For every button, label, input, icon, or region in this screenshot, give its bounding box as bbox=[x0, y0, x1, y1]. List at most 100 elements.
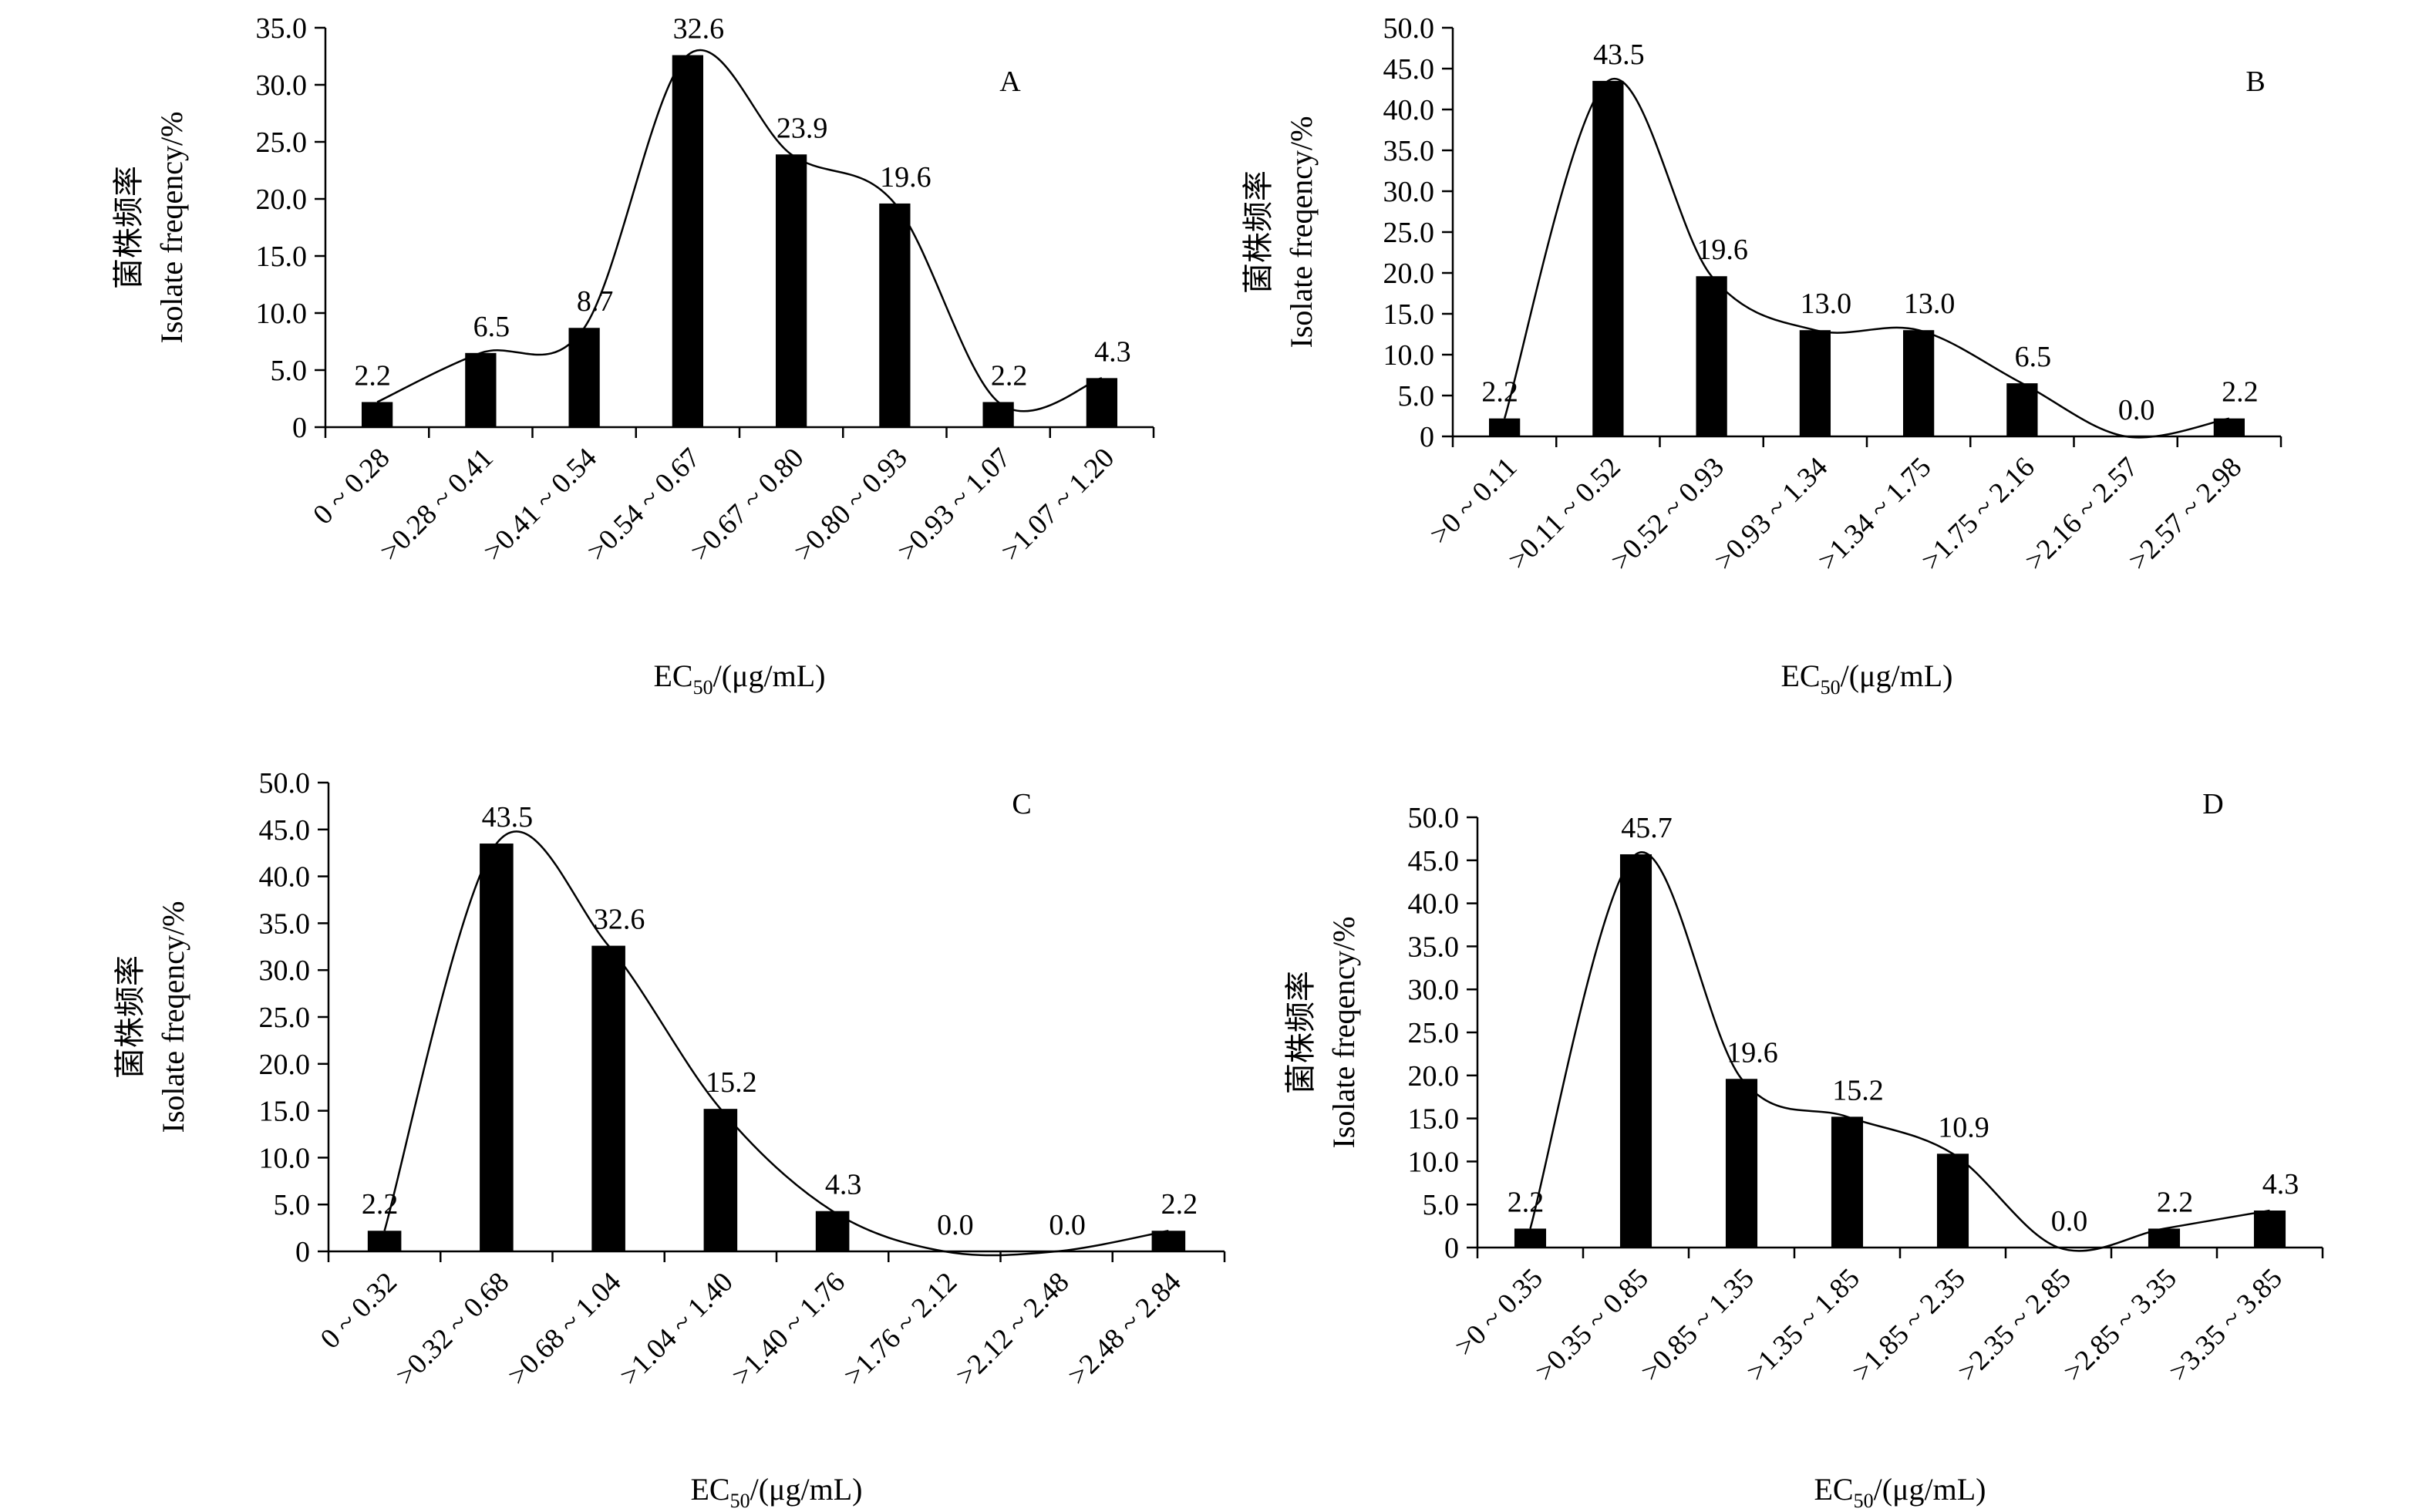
y-tick-label: 10.0 bbox=[259, 1142, 311, 1174]
y-tick-label: 25.0 bbox=[1408, 1017, 1460, 1049]
x-category-label: >2.35 ~ 2.85 bbox=[1952, 1262, 2077, 1388]
y-tick-label: 20.0 bbox=[259, 1049, 311, 1081]
bar bbox=[1086, 378, 1118, 427]
data-label: 10.9 bbox=[1938, 1111, 1989, 1143]
x-axis-label: EC50/(μg/mL) bbox=[691, 1472, 863, 1512]
x-category-label: >2.12 ~ 2.48 bbox=[950, 1266, 1076, 1392]
panel-c: 0 5.0 10.0 15.0 20.0 25.0 30.0 35.0 40.0 45.0 50.0… bbox=[113, 767, 1226, 1512]
data-label: 2.2 bbox=[1481, 376, 1518, 409]
x-category-label: >3.35 ~ 3.85 bbox=[2163, 1262, 2289, 1388]
y-tick-label: 5.0 bbox=[1398, 380, 1435, 413]
x-axis-label: EC50/(μg/mL) bbox=[1814, 1472, 1986, 1512]
bar bbox=[367, 1231, 402, 1251]
x-category-label: >0 ~ 0.35 bbox=[1449, 1262, 1549, 1362]
data-label: 43.5 bbox=[482, 801, 534, 833]
x-category-label: >0.68 ~ 1.04 bbox=[502, 1266, 628, 1392]
bar bbox=[703, 1109, 738, 1251]
bar bbox=[591, 945, 625, 1251]
y-tick-label: 50.0 bbox=[259, 767, 311, 800]
bar bbox=[982, 402, 1014, 427]
data-label: 15.2 bbox=[1832, 1074, 1884, 1106]
data-label: 15.2 bbox=[706, 1066, 757, 1099]
bar bbox=[1799, 330, 1831, 436]
y-tick-label: 25.0 bbox=[1383, 217, 1435, 249]
data-label: 13.0 bbox=[1801, 288, 1852, 320]
y-tick-label: 50.0 bbox=[1383, 12, 1435, 45]
bar bbox=[1619, 854, 1652, 1248]
y-tick-label: 5.0 bbox=[274, 1189, 311, 1221]
y-tick-label: 15.0 bbox=[1408, 1103, 1460, 1136]
data-label: 32.6 bbox=[594, 904, 645, 936]
y-tick-label: 45.0 bbox=[259, 814, 311, 847]
data-label: 2.2 bbox=[1161, 1188, 1198, 1221]
y-tick-label: 35.0 bbox=[256, 12, 308, 45]
data-label: 2.2 bbox=[2222, 376, 2259, 409]
y-tick-label: 45.0 bbox=[1408, 845, 1460, 877]
data-label: 2.2 bbox=[354, 359, 391, 392]
x-category-label: >0.85 ~ 1.35 bbox=[1635, 1262, 1760, 1388]
y-tick-label: 50.0 bbox=[1408, 802, 1460, 834]
x-category-label: >1.76 ~ 2.12 bbox=[838, 1266, 964, 1392]
x-category-label: >2.48 ~ 2.84 bbox=[1062, 1266, 1188, 1392]
bar bbox=[1696, 276, 1727, 436]
data-label: 2.2 bbox=[2157, 1186, 2194, 1218]
y-tick-label: 40.0 bbox=[259, 861, 311, 894]
y-tick-label: 10.0 bbox=[256, 298, 308, 330]
data-label: 4.3 bbox=[2262, 1168, 2299, 1201]
y-axis-label-en: Isolate freqency/% bbox=[156, 901, 190, 1133]
y-tick-label: 25.0 bbox=[256, 126, 308, 159]
y-tick-label: 5.0 bbox=[1423, 1189, 1460, 1221]
data-label: 6.5 bbox=[473, 311, 510, 343]
data-label: 23.9 bbox=[777, 112, 828, 144]
panel-letter: C bbox=[1012, 788, 1031, 820]
y-axis-label-en: Isolate freqency/% bbox=[1326, 917, 1361, 1149]
bar bbox=[480, 844, 514, 1251]
y-tick-label: 30.0 bbox=[1383, 176, 1435, 208]
data-label: 0.0 bbox=[1049, 1209, 1086, 1241]
data-label: 19.6 bbox=[1727, 1036, 1778, 1069]
bar bbox=[672, 55, 704, 428]
x-category-label: >0.35 ~ 0.85 bbox=[1529, 1262, 1655, 1388]
x-category-label: >1.07 ~ 1.20 bbox=[996, 442, 1121, 567]
x-category-label: >1.04 ~ 1.40 bbox=[614, 1266, 739, 1392]
data-label: 8.7 bbox=[577, 285, 614, 318]
y-tick-label: 0 bbox=[292, 412, 307, 444]
x-category-label: >0.32 ~ 0.68 bbox=[390, 1266, 516, 1392]
bar bbox=[1902, 330, 1935, 436]
trend-line bbox=[1529, 851, 2270, 1252]
data-label: 6.5 bbox=[2015, 341, 2052, 373]
bar bbox=[361, 402, 393, 427]
y-tick-label: 35.0 bbox=[1408, 931, 1460, 963]
y-tick-label: 20.0 bbox=[256, 184, 308, 216]
trend-line bbox=[383, 830, 1169, 1257]
y-tick-label: 30.0 bbox=[1408, 974, 1460, 1006]
y-tick-label: 30.0 bbox=[259, 955, 311, 987]
panel-letter: B bbox=[2245, 66, 2265, 98]
y-axis-label-en: Isolate freqency/% bbox=[154, 112, 189, 344]
y-tick-label: 25.0 bbox=[259, 1002, 311, 1034]
y-tick-label: 10.0 bbox=[1383, 339, 1435, 372]
data-label: 0.0 bbox=[937, 1209, 974, 1241]
x-category-label: >1.85 ~ 2.35 bbox=[1846, 1262, 1972, 1388]
data-label: 2.2 bbox=[991, 359, 1028, 392]
y-tick-label: 40.0 bbox=[1383, 94, 1435, 126]
data-label: 0.0 bbox=[2118, 394, 2155, 426]
data-label: 13.0 bbox=[1904, 288, 1956, 320]
y-tick-label: 20.0 bbox=[1408, 1060, 1460, 1093]
bar bbox=[2006, 383, 2038, 436]
data-label: 32.6 bbox=[673, 13, 725, 45]
y-axis-label-cn: 菌株频率 bbox=[1241, 170, 1275, 294]
x-category-label: 0 ~ 0.28 bbox=[307, 442, 396, 530]
data-label: 0.0 bbox=[2051, 1205, 2088, 1238]
bar bbox=[1936, 1153, 1969, 1248]
y-tick-label: 5.0 bbox=[271, 355, 308, 387]
bar bbox=[1514, 1228, 1547, 1248]
y-tick-label: 0 bbox=[1444, 1232, 1459, 1264]
data-label: 4.3 bbox=[1094, 335, 1131, 368]
y-tick-label: 15.0 bbox=[1383, 298, 1435, 331]
y-tick-label: 15.0 bbox=[259, 1096, 311, 1128]
bar bbox=[568, 328, 600, 427]
y-tick-label: 20.0 bbox=[1383, 258, 1435, 290]
data-label: 2.2 bbox=[362, 1188, 399, 1221]
bar bbox=[1592, 80, 1624, 437]
